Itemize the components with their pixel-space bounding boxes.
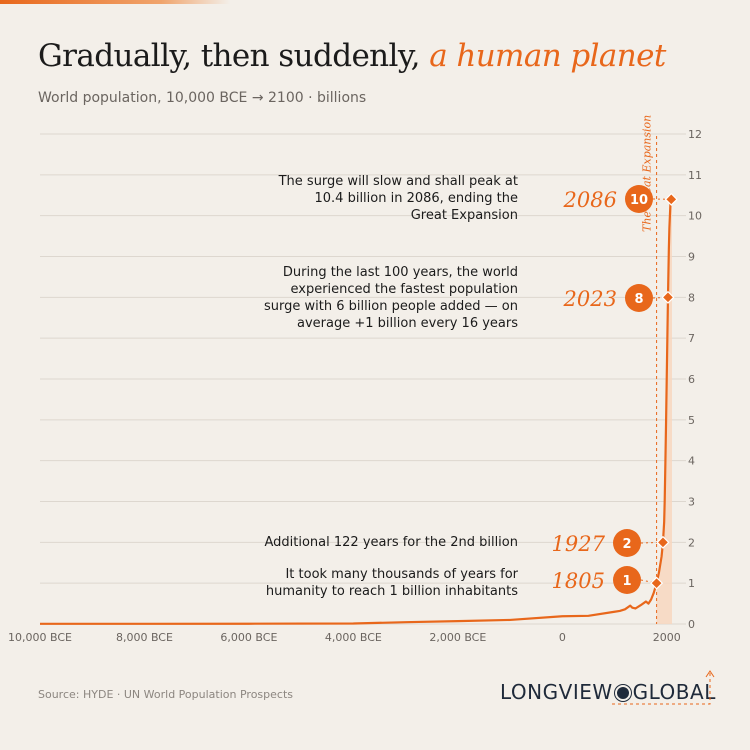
title-main: Gradually, then suddenly,	[38, 38, 421, 74]
annotation-line: average +1 billion every 16 years	[297, 316, 518, 331]
annotation-line: The surge will slow and shall peak at	[278, 174, 518, 189]
y-tick-label: 5	[688, 414, 695, 427]
y-tick-label: 8	[688, 291, 695, 304]
annotation-line: It took many thousands of years for	[285, 567, 518, 582]
y-tick-label: 9	[688, 251, 695, 264]
annotation-first-billion: It took many thousands of years for huma…	[266, 566, 518, 600]
annotation-line: experienced the fastest population	[290, 282, 519, 297]
x-tick-label: 8,000 BCE	[116, 631, 173, 644]
annotation-second-billion: Additional 122 years for the 2nd billion	[264, 534, 518, 551]
year-label: 2086	[563, 188, 617, 212]
badge-circle	[625, 284, 653, 312]
y-tick-label: 4	[688, 455, 695, 468]
badge-label: 8	[634, 292, 643, 307]
year-label: 1805	[552, 569, 605, 593]
y-tick-label: 2	[688, 536, 695, 549]
chart-title: Gradually, then suddenly, a human planet	[38, 38, 666, 74]
highlight-marker	[661, 290, 675, 304]
title-accent: a human planet	[429, 38, 666, 74]
x-tick-label: 0	[559, 631, 566, 644]
y-tick-label: 12	[688, 128, 702, 141]
x-tick-label: 10,000 BCE	[8, 631, 72, 644]
y-tick-label: 0	[688, 618, 695, 631]
y-tick-label: 10	[688, 210, 702, 223]
badge-circle	[613, 566, 641, 594]
y-tick-label: 3	[688, 496, 695, 509]
annotation-peak: The surge will slow and shall peak at 10…	[279, 173, 518, 224]
y-tick-label: 11	[688, 169, 702, 182]
logo-text-left: LONGVIEW	[500, 680, 613, 704]
y-tick-label: 6	[688, 373, 695, 386]
top-accent-bar	[0, 0, 230, 4]
x-tick-label: 2000	[653, 631, 681, 644]
annotation-line: 10.4 billion in 2086, ending the	[314, 191, 519, 206]
y-tick-label: 1	[688, 577, 695, 590]
globe-icon	[614, 684, 631, 701]
annotation-line: Great Expansion	[410, 208, 518, 223]
badge-circle	[625, 185, 653, 213]
logo-text-right: GLOBAL	[632, 680, 716, 704]
badge-circle	[613, 529, 641, 557]
highlight-marker	[656, 535, 670, 549]
year-label: 1927	[552, 532, 606, 556]
connector-line	[640, 541, 663, 544]
x-tick-label: 4,000 BCE	[325, 631, 382, 644]
longview-global-logo: LONGVIEW GLOBAL	[500, 670, 716, 705]
annotation-line: humanity to reach 1 billion inhabitants	[265, 584, 518, 599]
annotation-line: Additional 122 years for the 2nd billion	[264, 535, 518, 550]
chart-subtitle: World population, 10,000 BCE → 2100 · bi…	[38, 90, 367, 106]
population-line	[39, 198, 674, 625]
arrow-icon	[612, 670, 715, 705]
expansion-label: The Great Expansion	[641, 115, 654, 232]
annotation-fastest-surge: During the last 100 years, the world exp…	[264, 264, 518, 332]
badge-label: 2	[622, 537, 631, 552]
source-note: Source: HYDE · UN World Population Prosp…	[38, 688, 293, 701]
year-label: 2023	[563, 287, 617, 311]
badge-label: 10	[630, 193, 648, 208]
y-tick-label: 7	[688, 332, 695, 345]
annotation-line: During the last 100 years, the world	[282, 265, 518, 280]
highlight-marker	[664, 192, 678, 206]
annotation-line: surge with 6 billion people added — on	[263, 299, 518, 314]
highlight-marker	[650, 576, 664, 590]
x-tick-label: 2,000 BCE	[429, 631, 486, 644]
x-tick-label: 6,000 BCE	[220, 631, 277, 644]
badge-label: 1	[622, 574, 631, 589]
